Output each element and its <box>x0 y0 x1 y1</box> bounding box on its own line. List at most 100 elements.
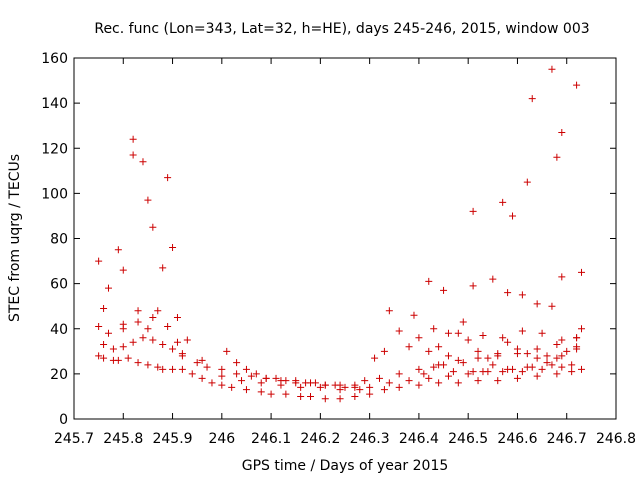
data-point <box>144 196 152 204</box>
data-point <box>173 313 181 321</box>
data-point <box>489 275 497 283</box>
data-point <box>573 343 581 351</box>
data-point <box>523 178 531 186</box>
x-tick-label: 246.3 <box>350 431 390 447</box>
data-point <box>513 345 521 353</box>
data-point <box>489 361 497 369</box>
data-point <box>149 336 157 344</box>
x-tick-label: 246.7 <box>547 431 587 447</box>
data-point <box>548 65 556 73</box>
data-point <box>553 354 561 362</box>
data-point <box>267 390 275 398</box>
data-point <box>178 365 186 373</box>
y-axis-ticks: 0 20 40 60 80 100 120 140 160 <box>41 51 616 428</box>
data-point <box>499 334 507 342</box>
data-point <box>578 325 586 333</box>
data-point <box>336 395 344 403</box>
data-point <box>558 128 566 136</box>
y-axis-label: STEC from uqrg / TECUs <box>7 154 23 322</box>
data-point <box>366 390 374 398</box>
data-point <box>499 368 507 376</box>
data-point <box>119 320 127 328</box>
data-point <box>100 354 108 362</box>
data-point <box>134 318 142 326</box>
data-point <box>277 381 285 389</box>
data-point <box>454 356 462 364</box>
data-point <box>395 383 403 391</box>
data-point <box>124 354 132 362</box>
data-point <box>420 370 428 378</box>
data-point <box>262 374 270 382</box>
data-point <box>553 370 561 378</box>
data-point <box>494 377 502 385</box>
data-point <box>425 347 433 355</box>
data-point <box>469 282 477 290</box>
data-point <box>558 273 566 281</box>
data-point <box>568 361 576 369</box>
data-point <box>469 368 477 376</box>
y-tick-label: 40 <box>50 322 68 338</box>
data-point <box>119 343 127 351</box>
data-point <box>479 368 487 376</box>
data-point <box>454 329 462 337</box>
data-point <box>95 352 103 360</box>
data-point <box>252 370 260 378</box>
data-point <box>578 268 586 276</box>
data-point <box>568 368 576 376</box>
data-point <box>242 365 250 373</box>
data-point <box>95 322 103 330</box>
data-point <box>95 257 103 265</box>
data-point <box>233 370 241 378</box>
data-point <box>578 365 586 373</box>
data-point <box>415 365 423 373</box>
data-point <box>528 95 536 103</box>
data-point <box>341 383 349 391</box>
data-point <box>154 363 162 371</box>
data-point <box>430 325 438 333</box>
data-point <box>415 334 423 342</box>
data-point <box>533 354 541 362</box>
data-point <box>440 286 448 294</box>
data-point <box>375 374 383 382</box>
data-point <box>459 359 467 367</box>
data-point <box>218 372 226 380</box>
data-point <box>188 370 196 378</box>
x-tick-label: 246.5 <box>448 431 488 447</box>
data-point <box>316 383 324 391</box>
data-point <box>247 372 255 380</box>
data-point <box>100 341 108 349</box>
data-point <box>494 350 502 358</box>
data-point <box>484 354 492 362</box>
data-point <box>518 327 526 335</box>
data-point <box>144 325 152 333</box>
data-point <box>351 392 359 400</box>
data-point <box>548 302 556 310</box>
data-point <box>573 81 581 89</box>
data-point <box>178 350 186 358</box>
x-tick-label: 246.2 <box>300 431 340 447</box>
data-point <box>474 354 482 362</box>
data-point <box>302 379 310 387</box>
data-point <box>159 264 167 272</box>
data-point <box>321 395 329 403</box>
data-point <box>518 291 526 299</box>
data-point <box>553 341 561 349</box>
data-point <box>282 377 290 385</box>
data-point <box>523 350 531 358</box>
data-point <box>169 345 177 353</box>
x-tick-label: 246.1 <box>251 431 291 447</box>
data-point <box>533 372 541 380</box>
x-tick-label: 246.4 <box>399 431 439 447</box>
data-point <box>380 347 388 355</box>
y-tick-label: 120 <box>41 141 68 157</box>
data-point <box>336 386 344 394</box>
data-point <box>272 374 280 382</box>
data-point <box>173 338 181 346</box>
data-point <box>538 329 546 337</box>
data-point <box>149 223 157 231</box>
data-point <box>528 363 536 371</box>
data-point <box>292 377 300 385</box>
plot-frame <box>73 57 617 420</box>
y-tick-label: 60 <box>50 277 68 293</box>
data-point <box>385 307 393 315</box>
